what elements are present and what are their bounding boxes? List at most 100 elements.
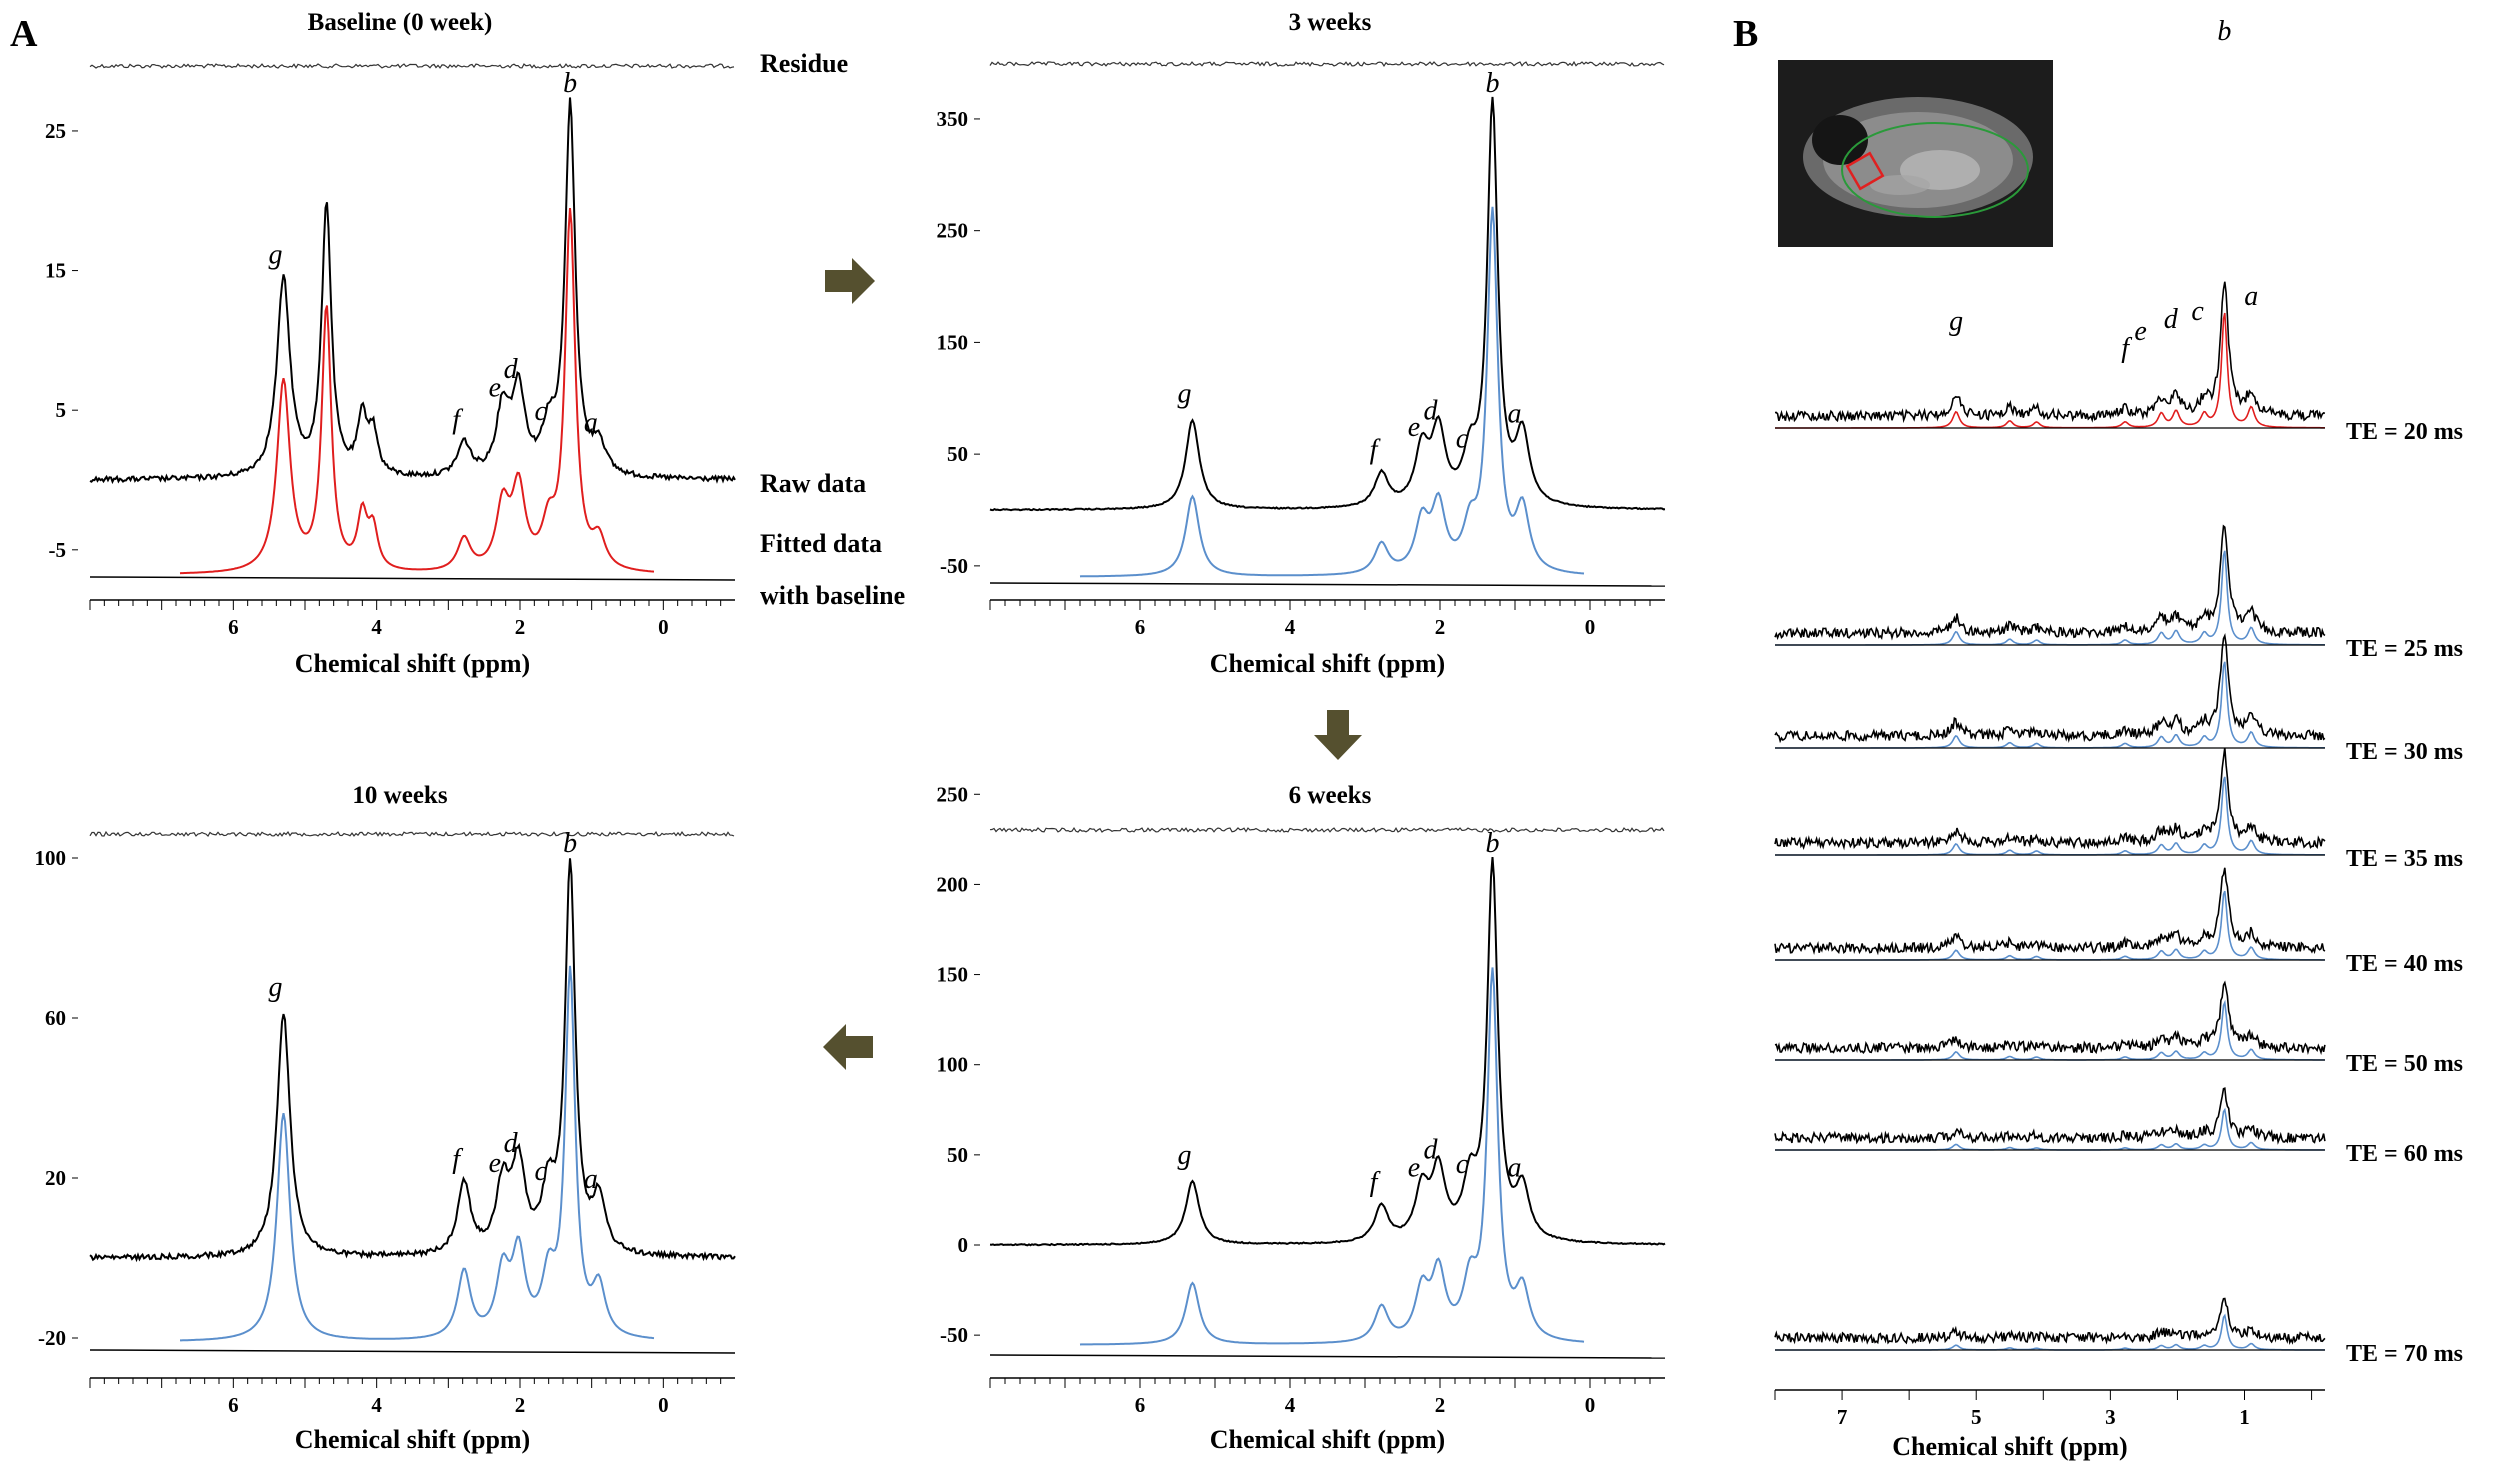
spectrum-panel-week6: 6 weeks 250 200 150 100 50 0 -50 g f ed c b a 6 4 2 0 Chem… [937, 782, 1666, 1454]
raw-spectrum-line [989, 96, 1666, 512]
arrow-down-icon [1314, 710, 1362, 760]
te-label-4: TE = 40 ms [2346, 951, 2463, 977]
panel-title-baseline: Baseline (0 week) [308, 9, 493, 36]
te-x-tick-label: 5 [1971, 1405, 1982, 1429]
y-tick-label-baseline-3: -5 [49, 538, 67, 562]
roi-ellipse [1841, 122, 2029, 218]
te-peak-label-f: f [2121, 333, 2132, 364]
residue-trace [989, 826, 1665, 833]
te-label-6: TE = 60 ms [2346, 1141, 2463, 1167]
te-peak-label-g: g [1949, 306, 1963, 337]
residue-trace [989, 60, 1665, 68]
peak-label-e: e [1408, 412, 1420, 443]
residue-trace [89, 63, 735, 69]
x-tick-label: 2 [1435, 1393, 1446, 1417]
y-tick-label-week6-2: 150 [937, 963, 969, 987]
peak-label-a: a [584, 1164, 598, 1195]
x-tick-label: 6 [228, 615, 239, 639]
x-tick-label: 0 [1585, 615, 1596, 639]
x-tick-label: 0 [658, 1393, 669, 1417]
annotation-3: with baseline [760, 581, 905, 610]
x-tick-label: 6 [1135, 615, 1146, 639]
fitted-spectrum-line [179, 208, 655, 575]
te-peak-label-c: c [2191, 296, 2204, 327]
te-raw-line-0 [1774, 281, 2326, 424]
x-tick-label: 0 [1585, 1393, 1596, 1417]
panel-title-week10: 10 weeks [352, 782, 447, 809]
te-label-1: TE = 25 ms [2346, 636, 2463, 662]
te-label-2: TE = 30 ms [2346, 739, 2463, 765]
y-tick-label-week10-0: 100 [35, 846, 67, 870]
y-tick-label-week3-2: 150 [937, 330, 969, 354]
peak-label-a: a [1508, 399, 1522, 430]
te-fit-line-7 [1775, 1313, 2325, 1351]
peak-label-b: b [1486, 68, 1500, 99]
peak-label-a: a [1508, 1153, 1522, 1184]
panel-a-label: A [10, 13, 38, 55]
peak-label-e: e [1408, 1153, 1420, 1184]
y-tick-label-week6-5: 0 [958, 1233, 969, 1257]
peak-label-f: f [452, 404, 463, 435]
panel-title-week6: 6 weeks [1289, 782, 1372, 809]
y-tick-label-week3-4: -50 [940, 554, 968, 578]
te-x-tick-label: 7 [1837, 1405, 1848, 1429]
te-raw-line-6 [1774, 1087, 2326, 1145]
peak-label-f: f [1370, 1167, 1381, 1198]
peak-label-d: d [504, 354, 519, 385]
peak-label-g: g [269, 240, 283, 271]
y-tick-label-week6-0: 250 [937, 782, 969, 806]
x-tick-label: 2 [1435, 615, 1446, 639]
te-raw-line-1 [1774, 524, 2326, 641]
x-tick-label: 4 [371, 615, 382, 639]
peak-label-d: d [504, 1128, 519, 1159]
te-x-axis-label: Chemical shift (ppm) [1892, 1432, 2127, 1461]
peak-label-a: a [584, 407, 598, 438]
x-tick-label: 4 [1285, 1393, 1296, 1417]
baseline-line [989, 582, 1666, 587]
peak-label-d: d [1424, 395, 1439, 426]
y-tick-label-baseline-0: 25 [45, 119, 66, 143]
peak-label-c: c [534, 1156, 547, 1187]
te-raw-line-3 [1774, 747, 2326, 851]
panel-title-week3: 3 weeks [1289, 9, 1372, 36]
y-tick-label-week6-1: 200 [937, 872, 969, 896]
arrow-left-icon [823, 1024, 873, 1070]
te-x-tick-label: 3 [2105, 1405, 2116, 1429]
x-tick-label: 6 [1135, 1393, 1146, 1417]
x-tick-label: 2 [515, 1393, 526, 1417]
te-peak-label-b: b [2217, 16, 2231, 47]
fitted-spectrum-line [180, 965, 655, 1342]
te-x-tick-label: 1 [2239, 1405, 2250, 1429]
x-axis-label-week10: Chemical shift (ppm) [295, 1425, 530, 1454]
raw-spectrum-line [89, 97, 736, 485]
annotation-2: Fitted data [760, 529, 882, 558]
y-tick-label-week10-1: 60 [45, 1006, 66, 1030]
x-tick-label: 0 [658, 615, 669, 639]
y-tick-label-week10-2: 20 [45, 1166, 66, 1190]
te-raw-line-5 [1774, 980, 2326, 1056]
x-tick-label: 6 [228, 1393, 239, 1417]
te-label-7: TE = 70 ms [2346, 1341, 2463, 1367]
raw-spectrum-line [89, 858, 736, 1263]
annotation-0: Residue [760, 49, 848, 78]
y-tick-label-week6-3: 100 [937, 1053, 969, 1077]
peak-label-f: f [452, 1144, 463, 1175]
te-fit-line-0 [1775, 312, 2325, 429]
peak-label-d: d [1424, 1134, 1439, 1165]
te-raw-line-4 [1774, 867, 2326, 956]
peak-label-c: c [534, 396, 547, 427]
te-label-3: TE = 35 ms [2346, 846, 2463, 872]
te-fit-line-4 [1775, 890, 2325, 961]
te-peak-label-e: e [2134, 316, 2146, 347]
x-axis-label-week3: Chemical shift (ppm) [1210, 649, 1445, 678]
te-fit-line-6 [1775, 1107, 2325, 1151]
x-tick-label: 4 [371, 1393, 382, 1417]
baseline-line [989, 1354, 1666, 1359]
y-tick-label-week3-1: 250 [937, 219, 969, 243]
y-tick-label-week10-3: -20 [38, 1326, 66, 1350]
residue-trace [89, 830, 735, 837]
y-tick-label-week3-0: 350 [937, 107, 969, 131]
